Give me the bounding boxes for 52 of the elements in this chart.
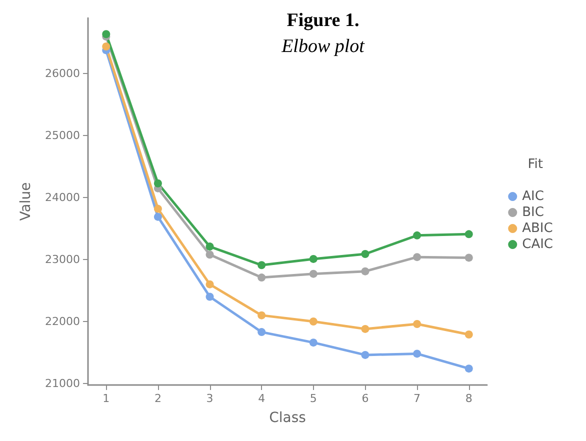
- y-tick-label: 23000: [45, 253, 80, 266]
- text: Elbow plot: [280, 36, 366, 57]
- x-tick-label: 5: [310, 392, 317, 405]
- x-tick-label: 6: [362, 392, 369, 405]
- chart-title: Figure 1.: [286, 10, 360, 31]
- y-tick-label: 21000: [45, 376, 80, 390]
- point: [309, 318, 318, 326]
- point: [309, 270, 318, 278]
- point: [413, 320, 422, 328]
- point: [258, 261, 266, 270]
- point: [258, 274, 266, 282]
- point: [102, 42, 110, 50]
- x-tick-label: 8: [465, 392, 472, 405]
- y-tick-label: 26000: [45, 67, 80, 80]
- point: [464, 254, 473, 262]
- point: [361, 324, 370, 333]
- y-tick-label: 22000: [45, 315, 80, 328]
- point: [361, 350, 370, 359]
- point: [102, 30, 110, 38]
- x-tick-label: 2: [154, 392, 162, 405]
- point: [309, 254, 318, 263]
- x-tick-label: 1: [102, 392, 110, 405]
- y-tick-label: 25000: [45, 129, 80, 142]
- legend-label: BIC: [522, 205, 544, 220]
- x-tick-label: 4: [258, 392, 266, 405]
- point: [206, 242, 214, 251]
- legend-label: AIC: [522, 189, 544, 204]
- point: [154, 179, 162, 188]
- point: [464, 364, 473, 373]
- point: [258, 328, 266, 336]
- point: [361, 267, 370, 276]
- x-tick-label: 7: [414, 392, 421, 405]
- legend-label: CAIC: [522, 237, 554, 252]
- point: [206, 292, 214, 301]
- point: [413, 253, 422, 262]
- point: [154, 212, 162, 221]
- legend-title: Fit: [528, 157, 544, 172]
- point: [413, 350, 422, 358]
- point: [154, 204, 162, 213]
- point: [206, 250, 214, 259]
- point: [206, 280, 214, 288]
- x-axis-title: Class: [269, 410, 306, 426]
- y-axis-title: Value: [18, 182, 34, 221]
- point: [413, 231, 422, 240]
- point: [464, 230, 473, 238]
- y-tick-label: 24000: [45, 191, 80, 204]
- point: [361, 250, 370, 258]
- legend-label: ABIC: [522, 221, 553, 236]
- x-tick-label: 3: [206, 392, 214, 405]
- point: [464, 330, 473, 339]
- point: [258, 311, 266, 320]
- point: [309, 338, 318, 347]
